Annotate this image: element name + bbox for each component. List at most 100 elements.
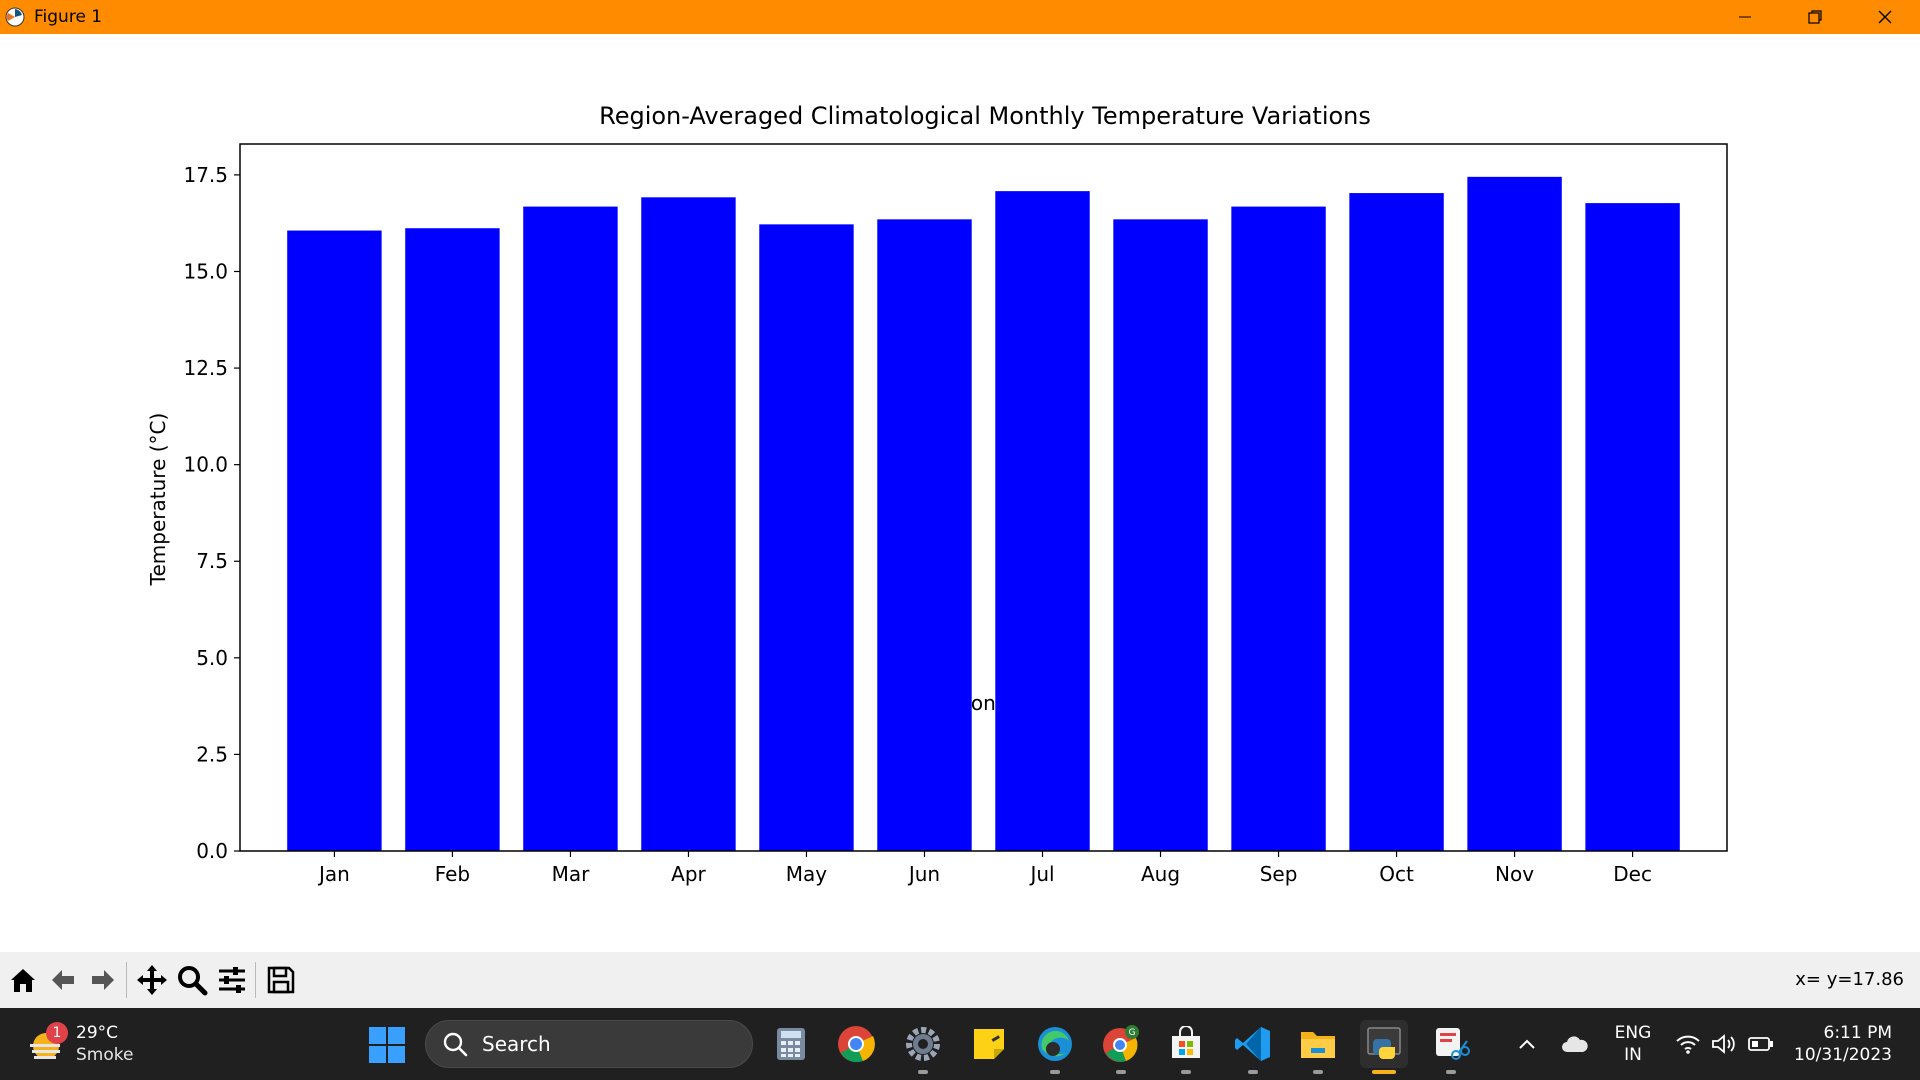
language-indicator[interactable]: ENG IN: [1608, 1022, 1658, 1066]
edge-icon: [1038, 1027, 1072, 1061]
bars-group: [287, 176, 1680, 852]
restore-icon: [1808, 10, 1822, 24]
bar-apr: [641, 197, 736, 851]
snipping-tool-icon: [1436, 1028, 1470, 1060]
forward-arrow-icon: [92, 970, 114, 990]
system-clock[interactable]: 6:11 PM 10/31/2023: [1794, 1022, 1892, 1066]
chrome-icon: [838, 1026, 875, 1063]
bar-feb: [405, 228, 500, 851]
running-indicator: [1181, 1070, 1191, 1074]
x-tick-label: Aug: [1141, 862, 1180, 886]
x-tick-label: Mar: [552, 862, 591, 886]
svg-text:G: G: [1129, 1028, 1136, 1038]
minimize-button[interactable]: [1710, 0, 1780, 34]
show-hidden-icons-button[interactable]: [1512, 1008, 1542, 1080]
bar-chart: Region-Averaged Climatological Monthly T…: [146, 102, 1728, 886]
window-titlebar: Figure 1: [0, 0, 1920, 34]
forward-button[interactable]: [84, 960, 122, 1000]
taskbar-app-snipping-tool[interactable]: [1427, 1020, 1475, 1074]
home-button[interactable]: [4, 960, 42, 1000]
clock-time: 6:11 PM: [1823, 1023, 1893, 1043]
bar-jan: [287, 230, 382, 851]
bar-oct: [1349, 193, 1444, 851]
start-button[interactable]: [368, 1026, 406, 1064]
x-tick-label: Oct: [1379, 862, 1414, 886]
language-region: IN: [1624, 1045, 1642, 1065]
windows-taskbar: 1 29°C Smoke Search G: [0, 1008, 1920, 1080]
matplotlib-app-icon: [4, 6, 26, 28]
x-tick-label: Feb: [435, 862, 470, 886]
onedrive-tray-button[interactable]: [1558, 1008, 1592, 1080]
running-indicator-active: [1372, 1070, 1396, 1074]
windows-logo-icon: [369, 1027, 405, 1063]
weather-temperature: 29°C: [76, 1023, 119, 1043]
taskbar-app-chrome[interactable]: [832, 1020, 880, 1068]
microsoft-store-icon: [1172, 1026, 1200, 1058]
bar-aug: [1113, 219, 1208, 851]
speaker-icon: [1712, 1034, 1735, 1054]
python-icon: [1367, 1027, 1401, 1059]
vscode-icon: [1235, 1027, 1270, 1061]
zoom-button[interactable]: [173, 960, 211, 1000]
pan-icon: [137, 965, 167, 995]
y-tick-label: 7.5: [196, 549, 228, 573]
x-tick-label: Jun: [907, 862, 940, 886]
network-tray-button[interactable]: [1672, 1008, 1704, 1080]
x-tick-label: Nov: [1495, 862, 1534, 886]
taskbar-app-sticky-notes[interactable]: [965, 1020, 1013, 1068]
taskbar-app-python[interactable]: [1360, 1020, 1408, 1074]
running-indicator: [1050, 1070, 1060, 1074]
clock-date: 10/31/2023: [1794, 1045, 1892, 1065]
coordinate-readout: x= y=17.86: [1795, 969, 1904, 990]
taskbar-app-microsoft-store[interactable]: [1162, 1020, 1210, 1074]
axes-frame: [239, 143, 1728, 852]
volume-tray-button[interactable]: [1708, 1008, 1740, 1080]
bar-mar: [523, 206, 618, 851]
notification-badge: 1: [46, 1022, 68, 1044]
weather-description: Smoke: [76, 1045, 134, 1065]
taskbar-app-vscode[interactable]: [1229, 1020, 1277, 1074]
x-tick-label: Apr: [671, 862, 706, 886]
x-tick-label: Jul: [1028, 862, 1054, 886]
taskbar-app-calculator[interactable]: [767, 1020, 815, 1068]
y-tick-label: 2.5: [196, 742, 228, 766]
taskbar-search-box[interactable]: Search: [425, 1020, 753, 1068]
taskbar-app-chrome-profile[interactable]: G: [1097, 1020, 1145, 1074]
bar-sep: [1231, 206, 1326, 851]
configure-subplots-button[interactable]: [213, 960, 251, 1000]
chrome-profile-icon: G: [1103, 1025, 1139, 1062]
file-explorer-icon: [1301, 1032, 1335, 1058]
running-indicator: [918, 1070, 928, 1074]
minimize-icon: [1739, 16, 1751, 18]
save-icon: [267, 966, 295, 994]
taskbar-app-settings[interactable]: [899, 1020, 947, 1074]
language-code: ENG: [1614, 1023, 1652, 1043]
taskbar-app-file-explorer[interactable]: [1294, 1020, 1342, 1074]
close-icon: [1878, 10, 1892, 24]
search-placeholder: Search: [482, 1032, 551, 1056]
calculator-icon: [777, 1028, 805, 1060]
settings-icon: [906, 1027, 940, 1061]
zoom-icon: [178, 966, 208, 996]
close-button[interactable]: [1850, 0, 1920, 34]
y-axis-label: Temperature (°C): [146, 413, 170, 587]
running-indicator: [1248, 1070, 1258, 1074]
weather-widget[interactable]: 1 29°C Smoke: [24, 1018, 133, 1070]
figure-canvas[interactable]: Region-Averaged Climatological Monthly T…: [0, 34, 1920, 952]
toolbar-separator: [255, 962, 256, 998]
y-tick-label: 12.5: [183, 356, 228, 380]
battery-tray-button[interactable]: [1744, 1008, 1778, 1080]
running-indicator: [1446, 1070, 1456, 1074]
home-icon: [11, 969, 35, 992]
taskbar-app-edge[interactable]: [1031, 1020, 1079, 1074]
bar-dec: [1585, 203, 1680, 851]
battery-icon: [1748, 1037, 1773, 1051]
navigation-toolbar: x= y=17.86: [0, 952, 1920, 1008]
chart-title: Region-Averaged Climatological Monthly T…: [599, 102, 1371, 130]
restore-button[interactable]: [1780, 0, 1850, 34]
back-button[interactable]: [44, 960, 82, 1000]
pan-button[interactable]: [133, 960, 171, 1000]
running-indicator: [1313, 1070, 1323, 1074]
chevron-up-icon: [1519, 1039, 1535, 1049]
save-button[interactable]: [262, 960, 300, 1000]
